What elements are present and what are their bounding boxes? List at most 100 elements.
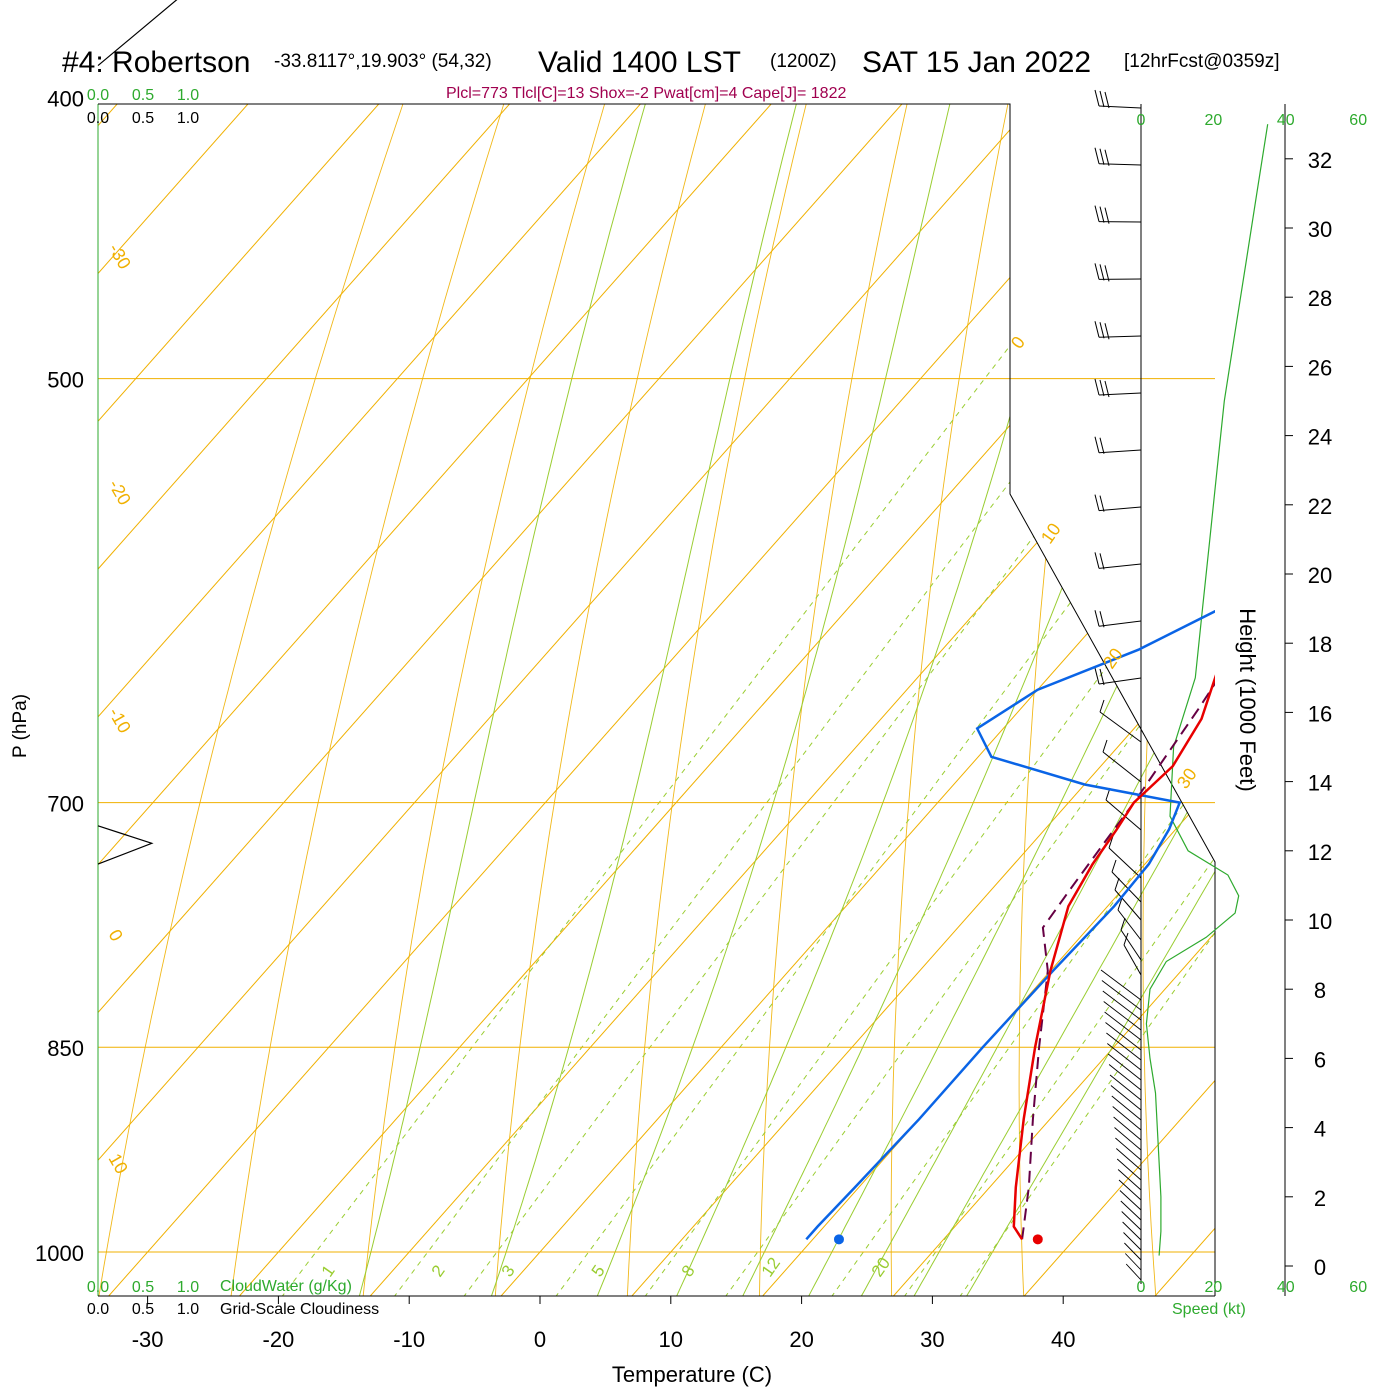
wind-barb-flag xyxy=(1099,437,1105,454)
wind-barb xyxy=(1115,1137,1142,1161)
isotherm-line xyxy=(98,104,1215,1296)
wind-barb xyxy=(1105,1022,1142,1051)
height-tick-label: 16 xyxy=(1308,701,1332,726)
height-tick-label: 26 xyxy=(1308,355,1332,380)
isotherm-label: 0 xyxy=(105,926,127,945)
isotherm-line xyxy=(98,104,1133,1296)
moist-adiabat xyxy=(903,104,1215,1296)
mixing-ratio-label: 8 xyxy=(678,1262,699,1281)
wind-barb xyxy=(1098,105,1142,109)
wind-barb-flag xyxy=(1099,553,1105,570)
dewpoint-line xyxy=(805,609,1215,1241)
wind-barb xyxy=(1109,1074,1142,1101)
isotherm-line xyxy=(98,104,1215,1296)
axis-ticks: -30-20-100100102030250300400500700850100… xyxy=(35,86,1201,1352)
wind-barb-flag xyxy=(1094,667,1100,685)
wind-barb-flag xyxy=(1094,552,1100,569)
height-tick-label: 24 xyxy=(1308,425,1332,450)
moist-adiabat xyxy=(668,104,1215,1296)
profiles: 0.00.00.00.00.50.50.50.51.01.01.01.00020… xyxy=(87,0,1367,1318)
temp-tick-label: 20 xyxy=(789,1327,813,1352)
x-axis-title: Temperature (C) xyxy=(612,1362,772,1387)
wind-barb-flag xyxy=(1094,263,1100,280)
wind-barb-flag xyxy=(1104,323,1110,340)
height-tick-label: 14 xyxy=(1308,771,1332,796)
wind-barb-flag xyxy=(1099,264,1105,281)
temp-tick-label: -10 xyxy=(393,1327,425,1352)
wind-barb xyxy=(1116,1158,1142,1181)
wind-barb xyxy=(1111,1095,1142,1121)
wind-barb xyxy=(1108,847,1142,879)
wind-barb xyxy=(1124,1253,1142,1271)
wind-barb xyxy=(1110,1085,1142,1111)
cloudiness-label: Grid-Scale Cloudiness xyxy=(220,1301,379,1318)
wind-speed-line xyxy=(1145,124,1269,1256)
isotherm-line xyxy=(616,104,1215,1296)
isotherm-label: 10 xyxy=(1037,519,1065,547)
cloud-profile-line xyxy=(97,0,178,67)
wind-barb xyxy=(1121,1211,1142,1231)
wind-barb xyxy=(1120,1200,1142,1221)
temp-tick-label: 10 xyxy=(659,1327,683,1352)
wind-barb-flag xyxy=(1104,207,1110,224)
isotherm-line xyxy=(98,104,872,1296)
cloudwater-tick-bottom: 0.5 xyxy=(132,1279,154,1296)
height-tick-label: 22 xyxy=(1308,494,1332,519)
mixing-ratio-label: 3 xyxy=(498,1262,519,1281)
wind-barb-flag xyxy=(1120,917,1126,931)
wind-barb-flag xyxy=(1099,206,1105,223)
wind-barb-flag xyxy=(1108,835,1114,849)
wind-barb xyxy=(1116,1148,1142,1171)
wind-barb-flag xyxy=(1094,610,1100,627)
temp-tick-label: 40 xyxy=(1051,1327,1075,1352)
wind-barb xyxy=(1100,969,1142,1001)
params-line: Plcl=773 Tlcl[C]=13 Shox=-2 Pwat[cm]=4 C… xyxy=(446,85,846,102)
moist-adiabat xyxy=(589,104,1134,1296)
wind-barbs xyxy=(1094,89,1142,1281)
wind-barb xyxy=(1120,929,1142,961)
wind-barb xyxy=(1104,1011,1142,1041)
cloudwater-tick-bottom: 1.0 xyxy=(177,1279,199,1296)
wind-barb-flag xyxy=(1094,89,1100,107)
wind-barb xyxy=(1114,1127,1142,1151)
wind-barb xyxy=(1099,711,1142,743)
speed-tick-bottom: 20 xyxy=(1205,1279,1223,1296)
temp-tick-label: -20 xyxy=(263,1327,295,1352)
wind-barb-flag xyxy=(1094,436,1100,453)
mixing-ratio-line xyxy=(268,104,1202,1296)
wind-barb xyxy=(1105,799,1142,831)
mixing-ratio-label: 2 xyxy=(428,1262,449,1281)
isotherm-label: 20 xyxy=(1099,644,1127,672)
wind-barb xyxy=(1111,871,1142,903)
speed-tick-top: 40 xyxy=(1277,112,1295,129)
wind-barb xyxy=(1114,889,1142,921)
wind-barb xyxy=(1098,563,1142,569)
isotherm-line xyxy=(98,104,1215,1296)
dry-adiabat xyxy=(226,104,756,1296)
title-location: -33.8117°,19.903° (54,32) xyxy=(274,51,492,72)
y-axis-title: P (hPa) xyxy=(10,694,31,758)
isotherm-line xyxy=(98,104,1215,1296)
isotherm-label: -30 xyxy=(105,240,135,273)
surface-dewpoint-point xyxy=(833,1234,844,1245)
mixing-ratio-line xyxy=(381,104,1215,1296)
wind-barb xyxy=(1122,1221,1142,1241)
dry-adiabat xyxy=(359,104,842,1296)
wind-barb xyxy=(1124,1242,1142,1261)
soundings xyxy=(805,609,1215,1245)
cloudiness-tick-bottom: 0.0 xyxy=(87,1301,109,1318)
mixing-ratio-label: 5 xyxy=(588,1262,609,1281)
surface-temperature-point xyxy=(1032,1234,1043,1245)
isotherm-line xyxy=(485,104,1215,1296)
wind-speed-label: Speed (kt) xyxy=(1172,1301,1246,1318)
cloudwater-label: CloudWater (g/Kg) xyxy=(220,1278,352,1295)
dry-adiabat xyxy=(625,104,1014,1296)
wind-barb-flag xyxy=(1094,147,1100,164)
mixing-ratio-line xyxy=(819,104,1215,1296)
height-tick-label: 0 xyxy=(1314,1255,1326,1280)
wind-barb xyxy=(1118,1179,1142,1201)
wind-barb-flag xyxy=(1094,321,1100,338)
speed-tick-bottom: 0 xyxy=(1137,1279,1146,1296)
cloudwater-tick-top: 1.0 xyxy=(177,87,199,104)
wind-barb xyxy=(1102,751,1142,783)
